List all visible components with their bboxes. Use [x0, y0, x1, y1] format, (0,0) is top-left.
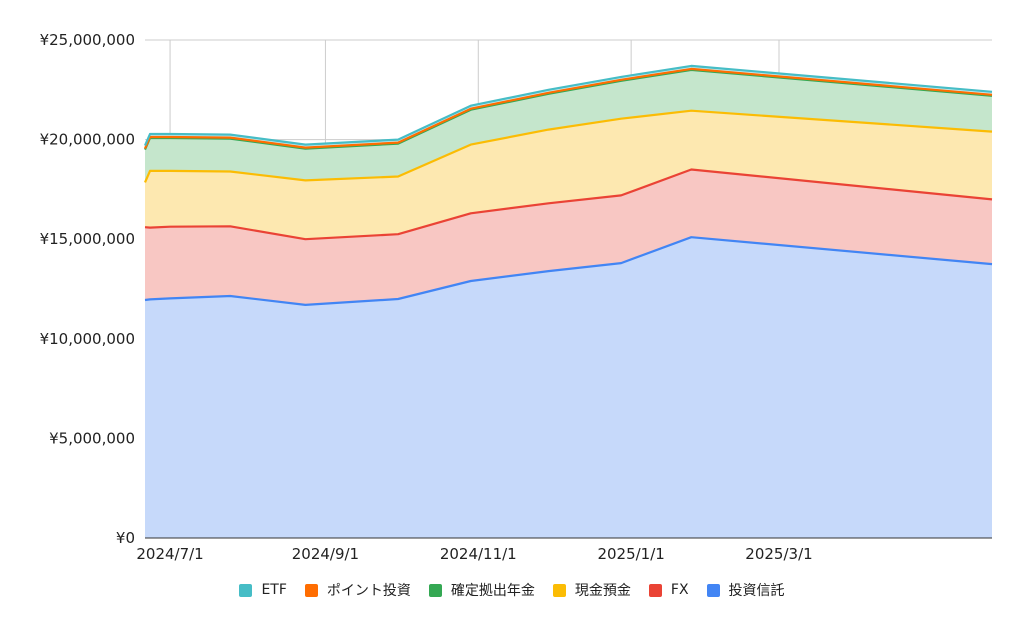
x-tick-label: 2024/7/1: [136, 545, 203, 563]
legend: ETF ポイント投資 確定拠出年金 現金預金 FX 投資信託: [0, 580, 1024, 600]
y-tick-label: ¥10,000,000: [40, 330, 135, 348]
line-ポイント投資: [143, 67, 993, 150]
legend-swatch: [428, 583, 442, 597]
legend-label: 確定拠出年金: [450, 583, 535, 599]
line-投資信託: [144, 236, 993, 306]
legend-label: 投資信託: [728, 583, 785, 599]
legend-label: 現金預金: [574, 583, 631, 599]
legend-swatch: [304, 583, 318, 597]
x-tick-label: 2025/3/1: [745, 545, 812, 563]
area-現金預金: [145, 110, 992, 240]
legend-label: ポイント投資: [326, 583, 411, 599]
line-ETF: [143, 64, 993, 147]
legend-swatch: [239, 583, 253, 597]
legend-item[interactable]: 投資信託: [706, 580, 785, 600]
area-投資信託: [145, 237, 992, 538]
x-tick-label: 2024/9/1: [292, 545, 359, 563]
legend-label: ETF: [261, 582, 287, 598]
y-tick-label: ¥15,000,000: [40, 230, 135, 248]
legend-item[interactable]: 確定拠出年金: [428, 580, 535, 600]
legend-swatch: [706, 583, 720, 597]
x-tick-label: 2025/1/1: [597, 545, 664, 563]
legend-item[interactable]: ETF: [239, 582, 287, 598]
y-tick-label: ¥20,000,000: [40, 131, 135, 149]
legend-label: FX: [670, 582, 689, 598]
legend-swatch: [552, 583, 566, 597]
y-tick-label: ¥0: [116, 529, 135, 547]
legend-item[interactable]: 現金預金: [552, 580, 631, 600]
line-現金預金: [143, 109, 993, 183]
x-tick-label: 2024/11/1: [440, 545, 517, 563]
y-tick-label: ¥5,000,000: [49, 429, 135, 447]
legend-item[interactable]: FX: [648, 582, 689, 598]
y-tick-label: ¥25,000,000: [40, 31, 135, 49]
area-FX: [145, 169, 992, 305]
line-FX: [144, 168, 993, 241]
legend-item[interactable]: ポイント投資: [304, 580, 411, 600]
legend-swatch: [648, 583, 662, 597]
